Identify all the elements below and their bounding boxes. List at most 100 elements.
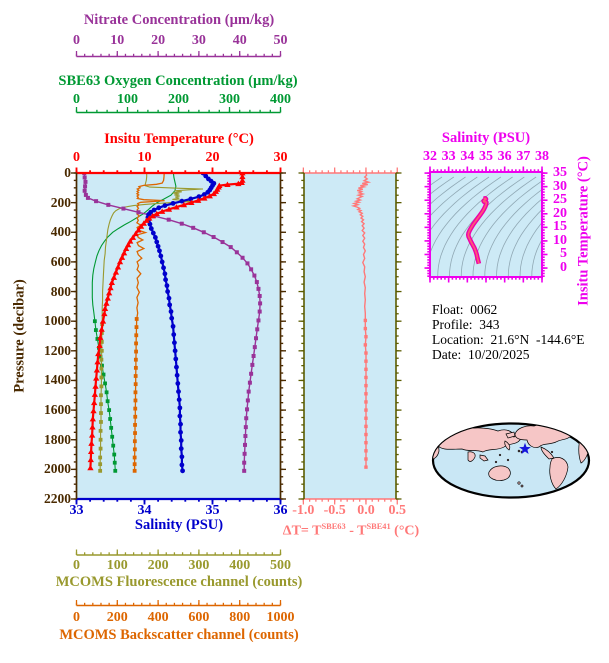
fluorescence-tick-label: 0	[73, 558, 80, 573]
nitrate-axis-title: Nitrate Concentration (µm/kg)	[83, 12, 275, 28]
delta-tick-label: -1.0	[292, 503, 315, 518]
backscatter-tick-label: 200	[106, 610, 128, 625]
ts-y-tick-label: 30	[553, 178, 567, 194]
ts-y-tick-label: 20	[553, 205, 567, 221]
delta-t-series	[350, 173, 372, 469]
oxygen-tick-label: 300	[219, 92, 240, 107]
delta-t-label-sup2: SBE41	[366, 522, 391, 531]
pressure-tick-label: 400	[50, 224, 71, 240]
ts-x-tick-label: 37	[516, 149, 531, 164]
ts-top-axis	[429, 166, 543, 173]
oxygen-tick-label: 100	[117, 92, 138, 107]
ts-x-tick-label: 34	[460, 149, 475, 164]
float-location-star	[519, 442, 531, 454]
backscatter-tick-label: 800	[229, 610, 251, 625]
delta-panel-bg	[304, 173, 396, 499]
nitrate-tick-label: 50	[273, 33, 288, 48]
nitrate-tick-label: 0	[73, 33, 80, 48]
pressure-tick-label: 1000	[44, 313, 71, 329]
oxygen-tick-label: 0	[73, 92, 80, 107]
temperature-tick-label: 20	[205, 150, 220, 165]
pressure-tick-label: 200	[50, 194, 71, 210]
salinity_profile	[146, 173, 216, 471]
oxygen-axis	[75, 107, 282, 114]
pressure-tick-label: 0	[64, 165, 71, 180]
delta-top-axis	[302, 167, 398, 174]
delta-t-label-prefix: ΔT= T	[282, 523, 322, 539]
ts-plot-right-title: Insitu Temperature (°C)	[575, 156, 592, 306]
temperature-tick-label: 0	[73, 150, 80, 165]
ts-y-tick-label: 15	[553, 219, 567, 235]
temperature-tick-label: 10	[137, 150, 152, 165]
delta-right-axis	[395, 172, 402, 500]
pressure-tick-label: 800	[50, 283, 71, 299]
fluorescence-tick-label: 200	[147, 558, 169, 573]
ts-diagram	[430, 176, 542, 277]
delta-left-axis	[298, 172, 305, 500]
fluorescence-tick-label: 300	[188, 558, 210, 573]
backscatter-tick-label: 600	[188, 610, 210, 625]
oxygen-tick-label: 200	[168, 92, 189, 107]
pressure-axis-left	[71, 172, 78, 500]
salinity-axis	[75, 497, 282, 505]
ts-x-tick-label: 35	[479, 149, 493, 164]
info-date: Date: 10/20/2025	[432, 347, 530, 362]
main-panel-bg	[76, 173, 281, 499]
salinity-tick-label: 36	[273, 503, 288, 518]
pressure-axis-right	[279, 172, 286, 500]
delta-t-axis-title: ΔT= TSBE63 - TSBE41 (°C)	[283, 519, 419, 539]
salinity-tick-label: 34	[137, 503, 152, 518]
ts-panel-bg	[430, 172, 542, 277]
world-map	[431, 422, 591, 499]
backscatter-tick-label: 0	[73, 610, 80, 625]
delta-tick-label: 0.5	[388, 503, 407, 518]
info-location: Location: 21.6°N -144.6°E	[432, 332, 585, 347]
nitrate-tick-label: 30	[191, 33, 206, 48]
salinity-tick-label: 33	[69, 503, 84, 518]
nitrate-tick-label: 40	[232, 33, 247, 48]
temperature-axis	[75, 167, 282, 175]
delta-t-label-mid: - T	[345, 523, 367, 539]
salinity-axis-title: Salinity (PSU)	[134, 517, 224, 533]
ts-left-axis	[424, 172, 431, 277]
delta-tick-label: -0.5	[323, 503, 346, 518]
ts-y-tick-label: 0	[560, 260, 567, 276]
pressure-tick-label: 2000	[44, 461, 71, 477]
main-profile-series	[82, 173, 263, 474]
backscatter_profile	[133, 173, 165, 471]
backscatter-tick-label: 1000	[266, 610, 295, 625]
info-float: Float: 0062	[432, 302, 498, 317]
nitrate-axis	[75, 51, 282, 58]
fluorescence-axis-title: MCOMS Fluorescence channel (counts)	[55, 574, 303, 590]
oxygen-tick-label: 400	[270, 92, 291, 107]
ts-x-tick-label: 38	[535, 149, 549, 164]
ts-right-axis	[541, 172, 548, 277]
ts-y-tick-label: 10	[553, 232, 567, 248]
temperature-axis-title: Insitu Temperature (°C)	[104, 131, 254, 147]
ts-bottom-axis	[429, 276, 543, 283]
nitrate-tick-label: 20	[151, 33, 166, 48]
pressure-tick-label: 1600	[44, 402, 71, 418]
ts-x-tick-label: 36	[497, 149, 512, 164]
pressure-tick-label: 2200	[44, 491, 71, 506]
info-profile: Profile: 343	[432, 317, 500, 332]
fluorescence-tick-label: 500	[270, 558, 291, 573]
delta-t-label-sup1: SBE63	[321, 522, 346, 531]
nitrate-tick-label: 10	[110, 33, 125, 48]
backscatter-tick-label: 400	[147, 610, 169, 625]
pressure-tick-label: 600	[50, 253, 71, 269]
backscatter-axis-title: MCOMS Backscatter channel (counts)	[59, 627, 299, 643]
pressure-tick-label: 1200	[44, 342, 71, 358]
backscatter-axis	[75, 600, 282, 607]
fluorescence-tick-label: 400	[229, 558, 251, 573]
ts-y-tick-label: 35	[553, 165, 567, 181]
oxygen-axis-title: SBE63 Oxygen Concentration (µm/kg)	[58, 73, 298, 89]
delta-bottom-axis	[302, 498, 398, 505]
ts-y-tick-label: 25	[553, 192, 567, 208]
delta-t-label-suffix: (°C)	[390, 523, 420, 539]
fluorescence-axis	[75, 549, 282, 556]
ts-x-tick-label: 32	[423, 149, 437, 164]
fluorescence-tick-label: 100	[106, 558, 128, 573]
ts-y-tick-label: 5	[560, 246, 567, 262]
